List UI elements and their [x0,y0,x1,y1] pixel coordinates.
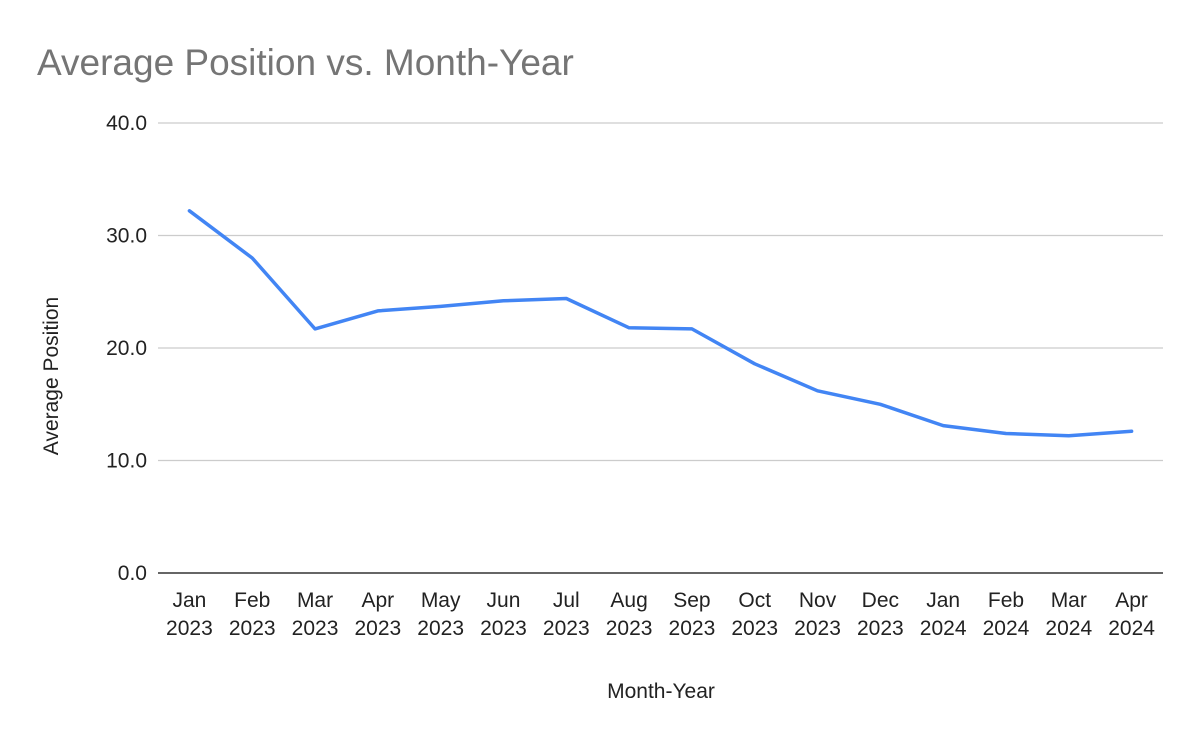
x-axis-title: Month-Year [607,680,715,703]
x-tick-label: Feb 2023 [229,589,276,640]
x-tick-label: Mar 2023 [292,589,339,640]
x-tick-label: Mar 2024 [1045,589,1092,640]
x-tick-label: May 2023 [417,589,464,640]
y-axis-ticks: 0.0 10.0 20.0 30.0 40.0 [106,112,147,585]
series-line [187,209,1134,438]
x-tick-label: Nov 2023 [794,589,841,640]
chart-title: Average Position vs. Month-Year [37,42,574,83]
x-tick-label: Aug 2023 [606,589,653,640]
y-tick-label: 40.0 [106,112,147,135]
y-tick-label: 30.0 [106,225,147,248]
x-axis-ticks: Jan 2023 Feb 2023 Mar 2023 Apr 2023 May 2023 Jun 20… [166,589,1155,640]
x-tick-label: Jun 2023 [480,589,527,640]
x-tick-label: Apr 2024 [1108,589,1155,640]
x-tick-label: Jan 2024 [920,589,967,640]
x-tick-label: Jul 2023 [543,589,590,640]
y-axis-title: Average Position [40,297,63,455]
x-tick-label: Dec 2023 [857,589,904,640]
x-tick-label: Oct 2023 [731,589,778,640]
y-tick-label: 0.0 [118,562,147,585]
series-layer [158,209,1163,574]
y-tick-label: 10.0 [106,450,147,473]
y-tick-label: 20.0 [106,337,147,360]
x-tick-label: Jan 2023 [166,589,213,640]
gridlines [158,122,1163,462]
x-tick-label: Apr 2023 [354,589,401,640]
x-tick-label: Feb 2024 [983,589,1030,640]
x-tick-label: Sep 2023 [669,589,716,640]
